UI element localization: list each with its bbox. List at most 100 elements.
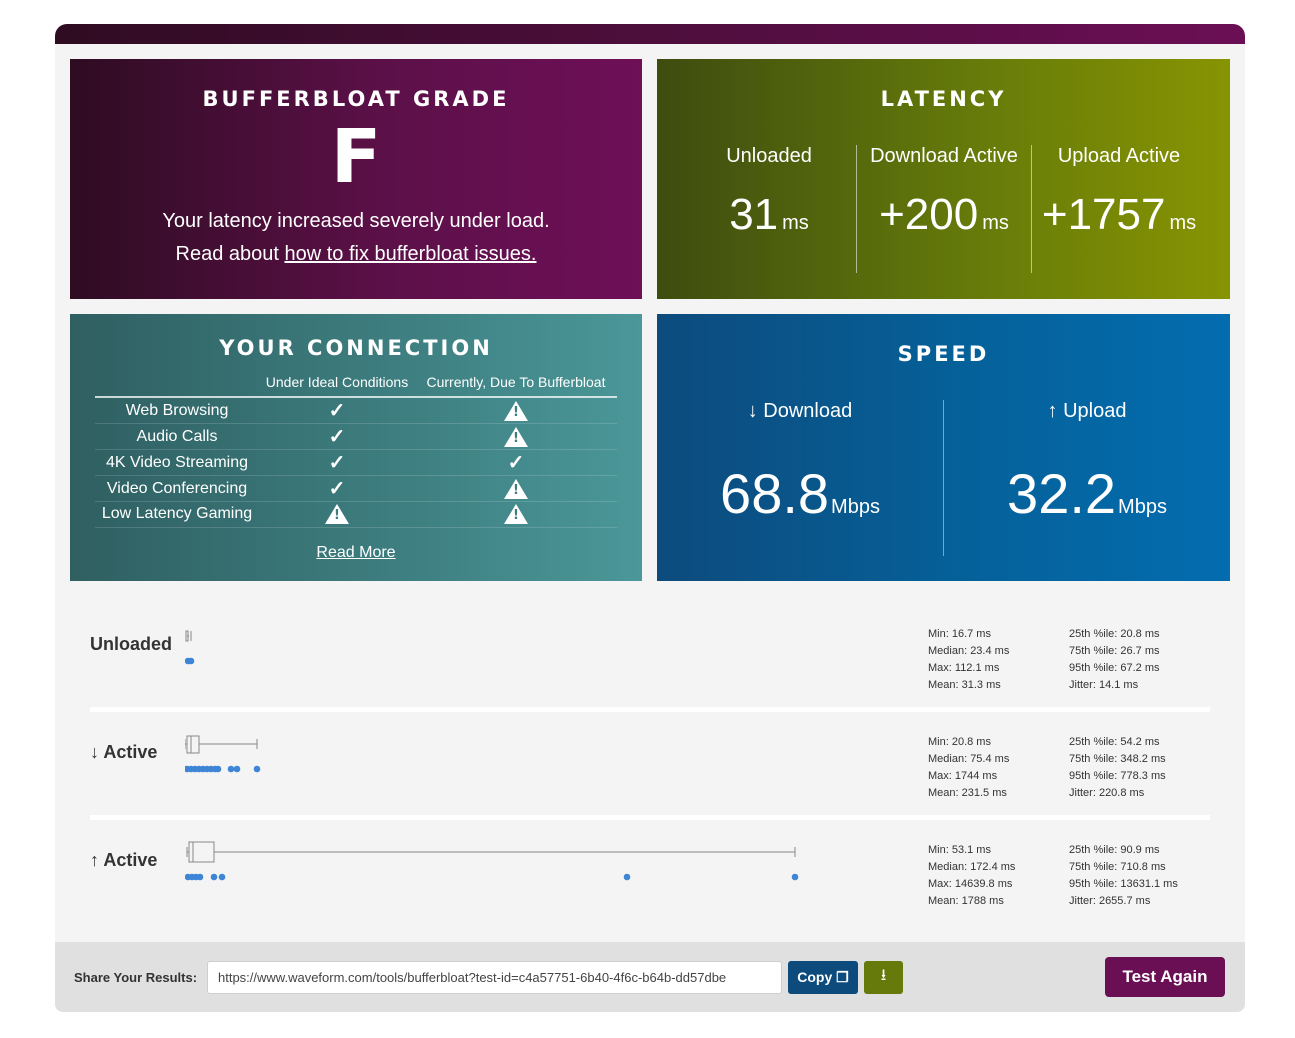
latency-card: LATENCY Unloaded 31 ms Download Active +2…: [657, 59, 1230, 299]
connection-table: Under Ideal Conditions Currently, Due To…: [95, 374, 617, 528]
grade-title: BUFFERBLOAT GRADE: [202, 87, 510, 111]
download-unit: Mbps: [831, 496, 880, 518]
connection-row: Audio Calls ✓: [95, 423, 617, 450]
latency-label: Unloaded: [726, 145, 812, 167]
plot-stats-primary: Min: 16.7 ms Median: 23.4 ms Max: 112.1 …: [928, 626, 1009, 694]
latency-value: +200 ms: [857, 190, 1031, 240]
speed-upload: ↑ Upload 32.2 Mbps: [943, 400, 1230, 556]
status-cell: [415, 501, 617, 528]
activity-name: Low Latency Gaming: [95, 501, 259, 528]
connection-row: Web Browsing ✓: [95, 397, 617, 424]
upload-value: 32.2 Mbps: [944, 461, 1230, 526]
share-label: Share Your Results:: [74, 970, 198, 985]
header-current: Currently, Due To Bufferbloat: [415, 374, 617, 398]
stat-p25: 25th %ile: 90.9 ms: [1069, 844, 1160, 856]
download-label: ↓ Download: [747, 400, 853, 422]
latency-columns: Unloaded 31 ms Download Active +200 ms Upl…: [682, 145, 1206, 273]
stat-p25: 25th %ile: 54.2 ms: [1069, 736, 1160, 748]
connection-rows: Web Browsing✓Audio Calls✓4K Video Stream…: [95, 397, 617, 528]
stat-max: Max: 112.1 ms: [928, 662, 1000, 674]
download-button[interactable]: ⭳: [864, 961, 903, 994]
latency-distribution-plots: Unloaded Min: 16.7 ms Median: 23.4 ms Ma…: [90, 604, 1210, 928]
table-header-blank: [95, 374, 259, 398]
fix-bufferbloat-link[interactable]: how to fix bufferbloat issues.: [284, 243, 537, 265]
warning-icon: [325, 504, 349, 525]
speed-title: SPEED: [897, 342, 990, 366]
upload-number: 32.2: [1007, 462, 1117, 525]
latency-unit: ms: [1169, 212, 1197, 234]
latency-title: LATENCY: [880, 87, 1007, 111]
test-again-button[interactable]: Test Again: [1105, 957, 1225, 997]
stat-mean: Mean: 31.3 ms: [928, 679, 1001, 691]
speed-card: SPEED ↓ Download 68.8 Mbps ↑ Upload 32.2 M…: [657, 314, 1230, 581]
status-cell: ✓: [259, 449, 415, 476]
sample-dot: [187, 657, 195, 665]
status-cell: ✓: [259, 397, 415, 424]
share-bar: Share Your Results: Copy ❐ ⭳ Test Again: [55, 942, 1245, 1012]
read-more-link[interactable]: Read More: [316, 544, 396, 561]
status-cell: [259, 501, 415, 528]
status-cell: ✓: [415, 449, 617, 476]
sample-dots: [185, 765, 261, 773]
connection-row: 4K Video Streaming ✓ ✓: [95, 449, 617, 476]
check-icon: ✓: [328, 400, 346, 422]
latency-download-active: Download Active +200 ms: [856, 145, 1031, 273]
latency-value: +1757 ms: [1032, 190, 1206, 240]
stat-min: Min: 53.1 ms: [928, 844, 991, 856]
stat-mean: Mean: 231.5 ms: [928, 787, 1007, 799]
grade-message-text: Your latency increased severely under lo…: [162, 210, 550, 232]
stat-max: Max: 14639.8 ms: [928, 878, 1013, 890]
sample-dots: [185, 873, 799, 881]
copy-button[interactable]: Copy ❐: [788, 961, 858, 994]
stat-p75: 75th %ile: 710.8 ms: [1069, 861, 1166, 873]
connection-row: Low Latency Gaming: [95, 501, 617, 528]
stat-jitter: Jitter: 2655.7 ms: [1069, 895, 1151, 907]
download-value: 68.8 Mbps: [657, 461, 943, 526]
plot-label: ↑ Active: [90, 850, 158, 870]
plot-label: ↓ Active: [90, 742, 158, 762]
activity-name: Video Conferencing: [95, 475, 259, 502]
grade-read-about: Read about how to fix bufferbloat issues…: [70, 238, 642, 271]
upload-unit: Mbps: [1118, 496, 1167, 518]
stat-p25: 25th %ile: 20.8 ms: [1069, 628, 1160, 640]
latency-unit: ms: [782, 212, 809, 234]
stat-min: Min: 16.7 ms: [928, 628, 991, 640]
status-cell: [415, 397, 617, 424]
plot-stats-secondary: 25th %ile: 20.8 ms 75th %ile: 26.7 ms 95…: [1069, 626, 1160, 694]
stat-mean: Mean: 1788 ms: [928, 895, 1004, 907]
grade-letter: F: [330, 114, 382, 200]
results-panel: BUFFERBLOAT GRADE F Your latency increas…: [55, 24, 1245, 1012]
stat-max: Max: 1744 ms: [928, 770, 998, 782]
share-url-input[interactable]: [207, 961, 782, 994]
plot-stats-primary: Min: 20.8 ms Median: 75.4 ms Max: 1744 m…: [928, 734, 1009, 802]
plot-row-upload-active: ↑ Active Min: 53.1 ms Median: 172.4 ms M…: [90, 820, 1210, 928]
check-icon: ✓: [507, 452, 525, 474]
activity-name: Web Browsing: [95, 397, 259, 424]
stat-p95: 95th %ile: 67.2 ms: [1069, 662, 1160, 674]
latency-upload-active: Upload Active +1757 ms: [1031, 145, 1206, 273]
plot-row-unloaded: Unloaded Min: 16.7 ms Median: 23.4 ms Ma…: [90, 604, 1210, 712]
status-cell: [415, 475, 617, 502]
speed-download: ↓ Download 68.8 Mbps: [657, 400, 943, 556]
stat-jitter: Jitter: 14.1 ms: [1069, 679, 1139, 691]
warning-icon: [504, 426, 528, 447]
check-icon: ✓: [328, 426, 346, 448]
connection-row: Video Conferencing ✓: [95, 475, 617, 502]
read-about-prefix: Read about: [175, 243, 285, 265]
download-number: 68.8: [720, 462, 830, 525]
stat-min: Min: 20.8 ms: [928, 736, 991, 748]
warning-icon: [504, 478, 528, 499]
stat-p75: 75th %ile: 26.7 ms: [1069, 645, 1160, 657]
latency-number: +1757: [1041, 190, 1166, 239]
stat-median: Median: 75.4 ms: [928, 753, 1010, 765]
stat-p95: 95th %ile: 778.3 ms: [1069, 770, 1166, 782]
latency-unit: ms: [982, 212, 1009, 234]
download-active-boxplot: [185, 735, 261, 773]
stat-median: Median: 23.4 ms: [928, 645, 1010, 657]
status-cell: ✓: [259, 423, 415, 450]
stat-median: Median: 172.4 ms: [928, 861, 1016, 873]
upload-active-boxplot: [185, 841, 799, 881]
bufferbloat-grade-card: BUFFERBLOAT GRADE F Your latency increas…: [70, 59, 642, 299]
iqr-box: [186, 735, 200, 754]
latency-number: 31: [729, 190, 779, 239]
